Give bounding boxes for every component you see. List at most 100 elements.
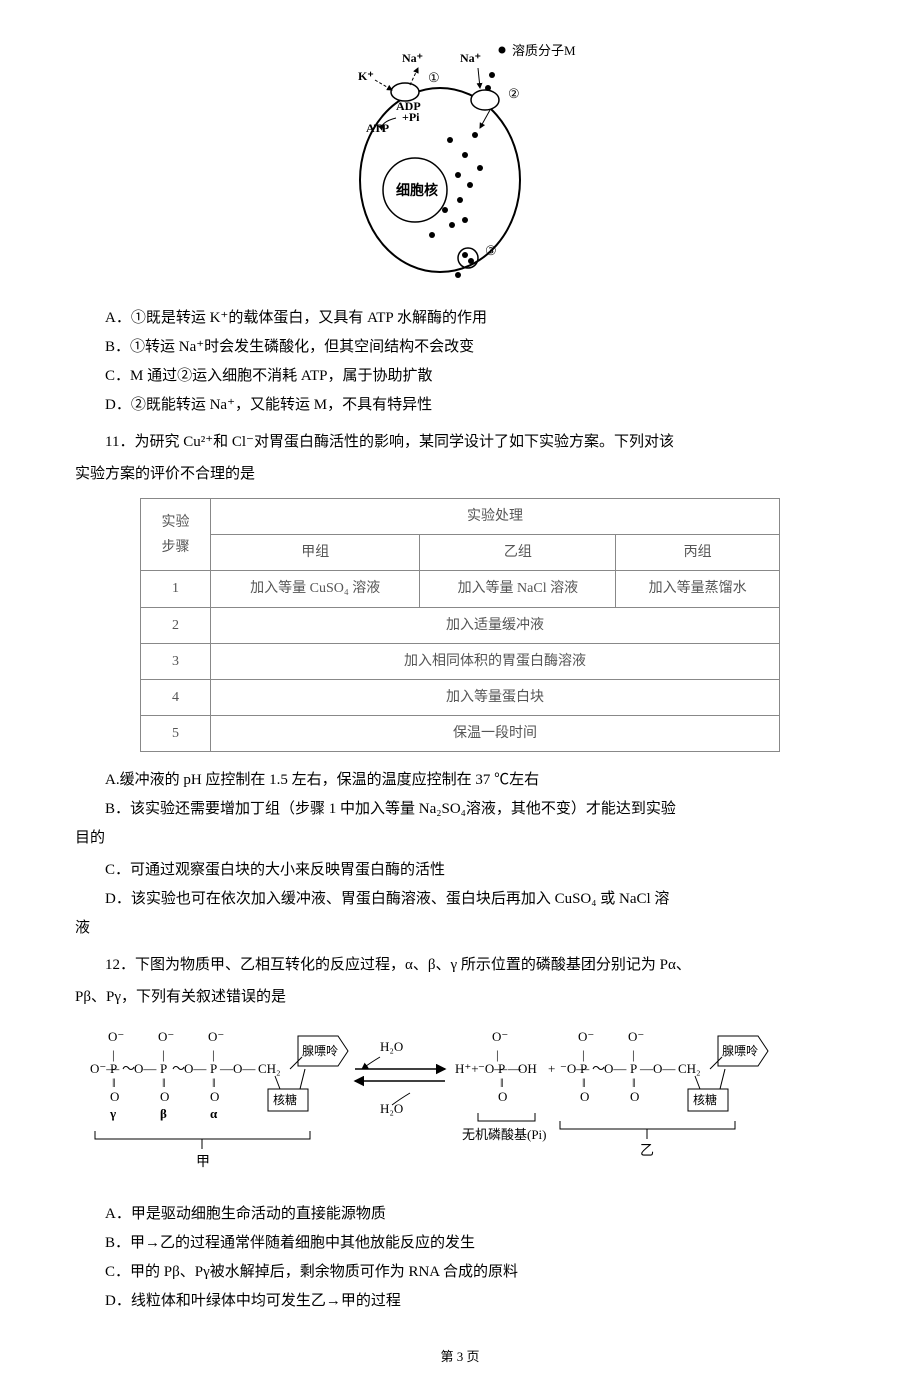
svg-text:甲: 甲 (196, 1155, 210, 1170)
cell-svg: 溶质分子M Na⁺ Na⁺ K⁺ 细胞核 ① ② ADP +Pi ATP (330, 40, 590, 280)
th-treatment: 实验处理 (211, 499, 780, 535)
svg-text:CH₂: CH₂ (678, 1061, 701, 1076)
svg-text:—O—: —O— (219, 1061, 256, 1076)
svg-text:核糖: 核糖 (273, 1092, 297, 1107)
svg-text:—O—: —O— (639, 1061, 676, 1076)
th-step1: 实验 (162, 515, 190, 530)
r1-yi: 加入等量 NaCl 溶液 (420, 571, 616, 607)
th-jia: 甲组 (211, 535, 420, 571)
experiment-table: 实验 步骤 实验处理 甲组 乙组 丙组 1 加入等量 CuSO₄ 溶液 加入等量… (140, 498, 780, 752)
svg-text:+: + (548, 1061, 555, 1076)
q12-opt-c: C．甲的 Pβ、Pγ被水解掉后，剩余物质可作为 RNA 合成的原料 (75, 1259, 845, 1286)
svg-text:‖: ‖ (582, 1075, 586, 1090)
q11-opt-d2: 液 (75, 915, 845, 942)
svg-text:O⁻: O⁻ (492, 1029, 508, 1044)
svg-text:O⁻: O⁻ (108, 1029, 124, 1044)
svg-text:CH₂: CH₂ (258, 1061, 281, 1076)
svg-text:H⁺+: H⁺+ (455, 1061, 479, 1076)
r2-n: 2 (141, 607, 211, 643)
svg-text:|: | (496, 1047, 499, 1062)
svg-text:P: P (160, 1061, 167, 1076)
na-label-1: Na⁺ (402, 51, 423, 65)
solute-label: 溶质分子M (512, 43, 576, 58)
q11-opt-c: C．可通过观察蛋白块的大小来反映胃蛋白酶的活性 (75, 857, 845, 884)
atp-label: ATP (366, 121, 389, 135)
q10-opt-c: C．M 通过②运入细胞不消耗 ATP，属于协助扩散 (75, 363, 845, 390)
svg-text:O—: O— (184, 1061, 207, 1076)
svg-text:H₂O: H₂O (380, 1101, 403, 1116)
svg-text:O: O (580, 1089, 589, 1104)
svg-text:腺嘌呤: 腺嘌呤 (722, 1043, 758, 1058)
q10-opt-d: D．②既能转运 Na⁺，又能转运 M，不具有特异性 (75, 392, 845, 419)
svg-text:乙: 乙 (640, 1143, 654, 1159)
svg-text:O⁻: O⁻ (208, 1029, 224, 1044)
r5-n: 5 (141, 716, 211, 752)
r3-m: 加入相同体积的胃蛋白酶溶液 (211, 643, 780, 679)
svg-text:|: | (112, 1047, 115, 1062)
svg-text:O: O (630, 1089, 639, 1104)
svg-text:‖: ‖ (500, 1075, 504, 1090)
r1-n: 1 (141, 571, 211, 607)
r2-m: 加入适量缓冲液 (211, 607, 780, 643)
figure-cell-transport: 溶质分子M Na⁺ Na⁺ K⁺ 细胞核 ① ② ADP +Pi ATP (75, 40, 845, 290)
svg-text:O: O (498, 1089, 507, 1104)
figure-atp-adp: O⁻ | O⁻— P ‖ O γ ～ O— O⁻ | P ‖ O β ～ O— … (75, 1021, 845, 1191)
circle-2: ② (508, 86, 520, 101)
nucleus-label: 细胞核 (396, 182, 438, 199)
svg-text:|: | (582, 1047, 585, 1062)
svg-text:O: O (160, 1089, 169, 1104)
q11-opt-a: A.缓冲液的 pH 应控制在 1.5 左右，保温的温度应控制在 37 ℃左右 (75, 767, 845, 794)
svg-text:P: P (580, 1061, 587, 1076)
circle-1: ① (428, 70, 440, 85)
q11-stem-cont: 实验方案的评价不合理的是 (75, 461, 845, 488)
q11-opt-d1: D．该实验也可在依次加入缓冲液、胃蛋白酶溶液、蛋白块后再加入 CuSO₄ 或 N… (75, 886, 845, 913)
svg-text:H₂O: H₂O (380, 1039, 403, 1054)
svg-text:O: O (210, 1089, 219, 1104)
svg-text:腺嘌呤: 腺嘌呤 (302, 1043, 338, 1058)
q11-opt-b2: 目的 (75, 825, 845, 852)
r3-n: 3 (141, 643, 211, 679)
svg-text:|: | (212, 1047, 215, 1062)
q12-stem-cont: Pβ、Pγ，下列有关叙述错误的是 (75, 984, 845, 1011)
svg-text:α: α (210, 1106, 218, 1121)
svg-text:β: β (160, 1106, 167, 1121)
na-label-2: Na⁺ (460, 51, 481, 65)
svg-text:γ: γ (109, 1106, 116, 1121)
svg-text:|: | (632, 1047, 635, 1062)
q12-opt-b: B．甲→乙的过程通常伴随着细胞中其他放能反应的发生 (75, 1230, 845, 1257)
svg-text:O⁻: O⁻ (628, 1029, 644, 1044)
svg-text:OH: OH (518, 1061, 537, 1076)
svg-text:‖: ‖ (112, 1075, 116, 1090)
q11-stem: 11．为研究 Cu²⁺和 Cl⁻对胃蛋白酶活性的影响，某同学设计了如下实验方案。… (75, 429, 845, 456)
svg-text:P: P (498, 1061, 505, 1076)
page-number: 第 3 页 (75, 1345, 845, 1368)
q10-opt-a: A．①既是转运 K⁺的载体蛋白，又具有 ATP 水解酶的作用 (75, 305, 845, 332)
svg-text:O—: O— (604, 1061, 627, 1076)
svg-text:P: P (630, 1061, 637, 1076)
th-bing: 丙组 (616, 535, 780, 571)
q12-opt-a: A．甲是驱动细胞生命活动的直接能源物质 (75, 1201, 845, 1228)
k-label: K⁺ (358, 69, 374, 83)
q11-opt-b1: B．该实验还需要增加丁组（步骤 1 中加入等量 Na₂SO₄溶液，其他不变）才能… (75, 796, 845, 823)
r4-m: 加入等量蛋白块 (211, 679, 780, 715)
svg-text:|: | (162, 1047, 165, 1062)
svg-text:‖: ‖ (162, 1075, 166, 1090)
th-yi: 乙组 (420, 535, 616, 571)
atp-svg: O⁻ | O⁻— P ‖ O γ ～ O— O⁻ | P ‖ O β ～ O— … (80, 1021, 840, 1181)
svg-text:‖: ‖ (632, 1075, 636, 1090)
circle-3: ③ (485, 243, 497, 258)
svg-text:O⁻: O⁻ (578, 1029, 594, 1044)
r5-m: 保温一段时间 (211, 716, 780, 752)
svg-text:无机磷酸基(Pi): 无机磷酸基(Pi) (462, 1127, 547, 1142)
svg-text:‖: ‖ (212, 1075, 216, 1090)
svg-text:O—: O— (134, 1061, 157, 1076)
q10-opt-b: B．①转运 Na⁺时会发生磷酸化，但其空间结构不会改变 (75, 334, 845, 361)
th-step2: 步骤 (162, 540, 190, 555)
svg-text:核糖: 核糖 (693, 1092, 717, 1107)
svg-text:P: P (110, 1061, 117, 1076)
r1-bing: 加入等量蒸馏水 (616, 571, 780, 607)
r4-n: 4 (141, 679, 211, 715)
q12-stem: 12．下图为物质甲、乙相互转化的反应过程，α、β、γ 所示位置的磷酸基团分别记为… (75, 952, 845, 979)
svg-text:O: O (110, 1089, 119, 1104)
svg-text:P: P (210, 1061, 217, 1076)
